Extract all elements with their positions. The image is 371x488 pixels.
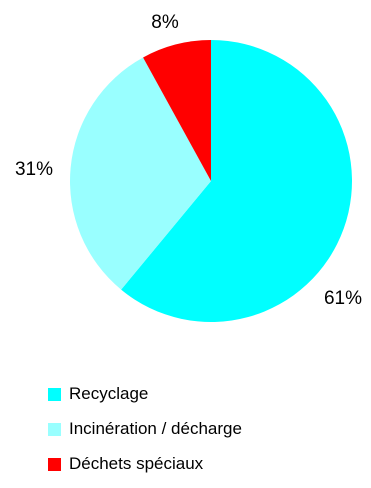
legend-item-incineration-decharge: Incinération / décharge bbox=[48, 418, 242, 440]
pie-value-labels: 61% 31% 8% bbox=[15, 12, 362, 309]
legend-swatch-recyclage bbox=[48, 387, 61, 401]
legend: Recyclage Incinération / décharge Déchet… bbox=[48, 383, 242, 488]
pie-slices bbox=[70, 40, 353, 322]
legend-swatch-dechets-speciaux bbox=[48, 457, 61, 471]
pie-label-incineration-decharge: 31% bbox=[15, 159, 53, 180]
legend-label-dechets-speciaux: Déchets spéciaux bbox=[69, 454, 204, 473]
legend-item-dechets-speciaux: Déchets spéciaux bbox=[48, 453, 242, 475]
pie-slice-incineration-decharge bbox=[70, 57, 212, 290]
pie-label-dechets-speciaux: 8% bbox=[151, 12, 179, 33]
legend-label-recyclage: Recyclage bbox=[69, 384, 149, 403]
legend-item-recyclage: Recyclage bbox=[48, 383, 242, 405]
legend-label-incineration-decharge: Incinération / décharge bbox=[69, 419, 242, 438]
pie-slice-recyclage bbox=[121, 40, 353, 322]
pie-slice-dechets-speciaux bbox=[143, 40, 211, 181]
legend-swatch-incineration-decharge bbox=[48, 422, 61, 436]
pie-label-recyclage: 61% bbox=[324, 288, 362, 309]
